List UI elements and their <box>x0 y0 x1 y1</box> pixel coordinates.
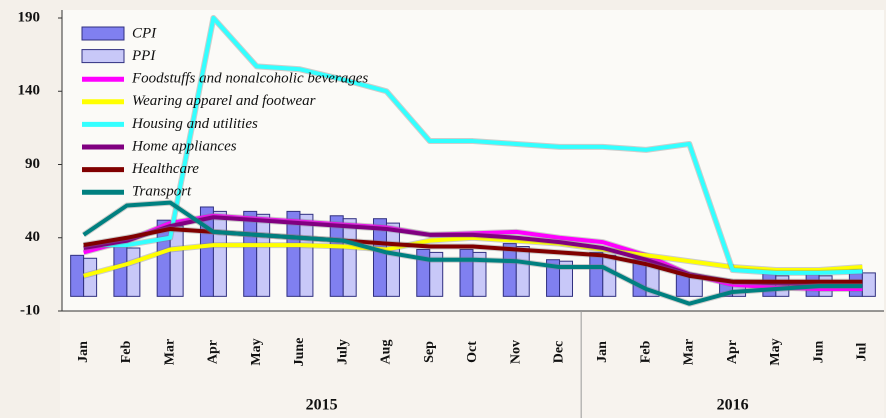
bar <box>559 260 574 297</box>
x-tick-label: Oct <box>465 341 480 363</box>
bar <box>243 210 258 297</box>
bar <box>459 248 474 297</box>
y-tick-label: 40 <box>25 229 40 245</box>
x-tick-label: June <box>292 338 307 367</box>
x-tick-label: Feb <box>638 341 653 364</box>
bar <box>113 244 128 297</box>
line <box>82 200 863 306</box>
y-tick-label: 190 <box>18 9 41 25</box>
x-group-label: 2015 <box>306 397 338 414</box>
x-tick-label: Sep <box>422 341 437 363</box>
legend-label: PPI <box>131 48 156 64</box>
axis-area <box>60 311 884 418</box>
legend-swatch <box>81 26 125 41</box>
x-tick-label: Feb <box>119 341 134 364</box>
bar <box>385 222 400 297</box>
bar <box>299 213 314 297</box>
y-tick-label: -10 <box>20 302 40 318</box>
legend-label: Home appliances <box>131 138 237 154</box>
x-tick-label: Aug <box>379 340 394 365</box>
legend-label: Wearing apparel and footwear <box>132 93 316 109</box>
x-tick-label: Jan <box>76 341 91 363</box>
x-tick-label: Jul <box>855 343 870 362</box>
x-tick-label: May <box>768 338 783 365</box>
x-tick-label: July <box>335 339 350 365</box>
x-tick-label: May <box>249 338 264 365</box>
legend-swatch <box>81 49 125 64</box>
x-tick-label: Jan <box>595 341 610 363</box>
x-group-label: 2016 <box>717 397 749 414</box>
bar <box>70 254 85 297</box>
x-tick-label: Jun <box>811 341 826 364</box>
bar <box>515 246 530 297</box>
x-tick-label: Nov <box>508 340 523 364</box>
legend-label: Foodstuffs and nonalcoholic beverages <box>131 71 368 87</box>
y-tick-label: 90 <box>25 156 40 172</box>
bar <box>472 251 487 297</box>
bar <box>429 251 444 297</box>
legend-label: Transport <box>132 184 192 200</box>
x-tick-label: Mar <box>162 339 177 365</box>
x-tick-label: Apr <box>206 340 221 364</box>
line <box>83 16 863 275</box>
x-tick-label: Mar <box>682 339 697 365</box>
y-tick-label: 140 <box>18 83 41 99</box>
x-tick-label: Apr <box>725 340 740 364</box>
x-tick-label: Dec <box>552 341 567 364</box>
bar <box>256 213 271 297</box>
legend-label: Housing and utilities <box>131 116 258 132</box>
bar <box>126 247 141 297</box>
legend-label: Healthcare <box>131 161 199 177</box>
legend-label: CPI <box>132 25 157 41</box>
bar <box>861 272 876 297</box>
bar <box>83 257 98 297</box>
bar <box>342 218 357 297</box>
bar <box>212 210 227 297</box>
bar <box>589 251 604 297</box>
